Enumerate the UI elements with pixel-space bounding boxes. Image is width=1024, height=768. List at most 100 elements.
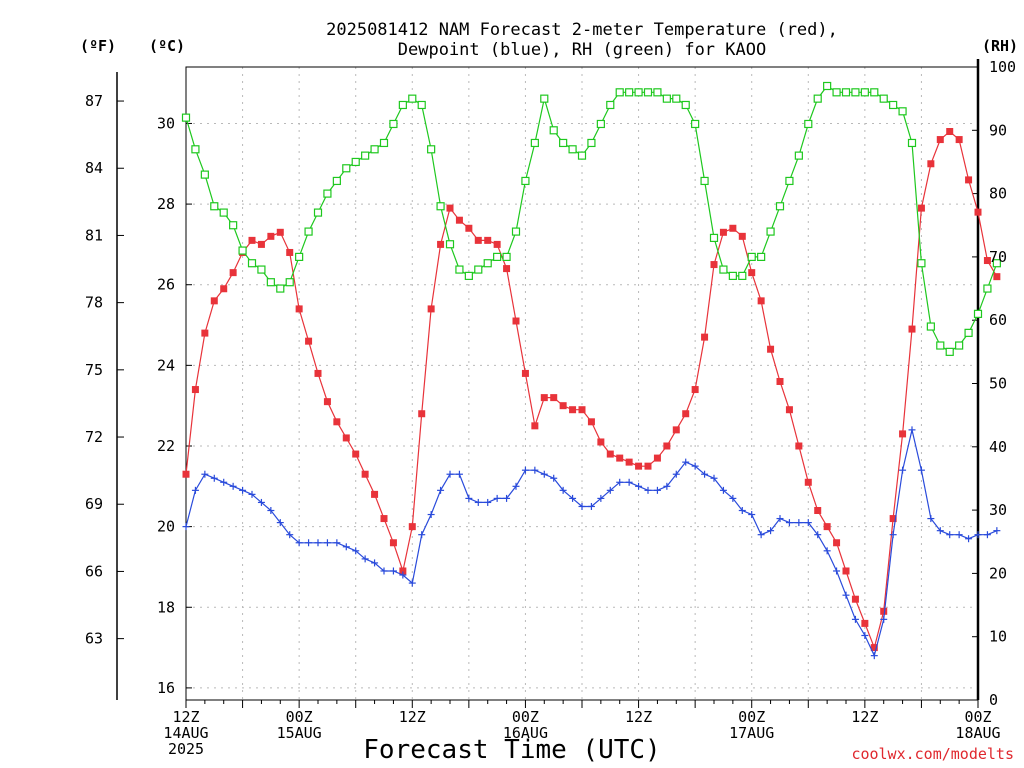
dewpoint-point <box>870 652 878 660</box>
dewpoint-point <box>738 507 746 515</box>
rh-point <box>587 138 596 148</box>
dewpoint-point <box>908 426 916 434</box>
celsius-tick-label: 18 <box>157 598 175 616</box>
rh-point <box>643 88 653 97</box>
dewpoint-point <box>229 482 237 490</box>
temperature-point <box>559 402 567 410</box>
credit-text: coolwx.com/modelts <box>851 745 1014 763</box>
dewpoint-point <box>965 535 973 543</box>
temperature-point <box>785 406 793 414</box>
rh-point <box>436 202 445 211</box>
dewpoint-point <box>974 531 982 539</box>
temperature-point <box>748 269 756 277</box>
dewpoint-point <box>437 486 445 494</box>
temperature-point <box>889 515 897 523</box>
rh-point <box>945 347 954 356</box>
rh-point <box>181 113 191 122</box>
dewpoint-point <box>795 519 803 527</box>
rh-point <box>794 151 803 160</box>
rh-point <box>634 88 643 97</box>
x-tick-label: 00Z <box>512 708 539 726</box>
rh-point <box>342 164 351 173</box>
rh-point <box>549 126 558 135</box>
rh-point <box>568 145 577 154</box>
dewpoint-point <box>767 527 775 535</box>
temperature-point <box>719 228 727 236</box>
temperature-point <box>437 240 445 248</box>
temperature-point <box>663 442 671 450</box>
dewpoint-point <box>399 571 407 579</box>
dewpoint-point <box>342 543 350 551</box>
dewpoint-point <box>587 502 595 510</box>
temperature-point <box>248 236 256 244</box>
temperature-point <box>493 240 501 248</box>
temperature-point <box>323 398 331 406</box>
rh-point <box>851 88 860 97</box>
dewpoint-point <box>955 531 963 539</box>
rh-point <box>625 88 634 97</box>
dewpoint-point <box>484 498 492 506</box>
rh-point <box>606 100 615 110</box>
rh-point <box>540 94 549 103</box>
dewpoint-series <box>182 426 1001 660</box>
dewpoint-point <box>842 591 850 599</box>
rh-point <box>398 100 407 110</box>
temperature-point <box>540 394 548 402</box>
temperature-point <box>531 422 539 430</box>
rh-point <box>370 145 379 154</box>
x-tick-label: 2025 <box>168 740 204 758</box>
temperature-point <box>701 333 709 341</box>
temperature-point <box>314 369 322 377</box>
dewpoint-point <box>691 462 699 470</box>
rh-point <box>757 252 766 261</box>
rh-point <box>238 246 247 255</box>
rh-unit-label: (RH) <box>982 37 1018 55</box>
dewpoint-point <box>550 474 558 482</box>
celsius-tick-label: 16 <box>157 679 175 697</box>
dewpoint-point <box>248 490 256 498</box>
temperature-point <box>578 406 586 414</box>
rh-point <box>200 170 209 179</box>
fahrenheit-tick-label: 75 <box>85 361 103 379</box>
rh-point <box>700 176 709 186</box>
rh-point <box>445 240 455 249</box>
dewpoint-point <box>512 482 520 490</box>
temperature-point <box>710 261 718 269</box>
rh-point <box>860 88 869 97</box>
temperature-point <box>587 418 595 426</box>
temperature-point <box>729 224 737 232</box>
dewpoint-point <box>946 531 954 539</box>
dewpoint-point <box>333 539 341 547</box>
rh-point <box>738 271 747 280</box>
dewpoint-point <box>597 494 605 502</box>
rh-point <box>983 284 992 293</box>
temperature-point <box>804 478 812 486</box>
rh-point <box>681 100 690 110</box>
rh-point <box>898 107 907 116</box>
temperature-point <box>229 269 237 277</box>
temperature-point <box>503 265 511 273</box>
temperature-point <box>267 232 275 240</box>
dewpoint-point <box>899 466 907 474</box>
dewpoint-point <box>323 539 331 547</box>
rh-point <box>389 119 398 129</box>
rh-tick-label: 60 <box>989 311 1007 329</box>
dewpoint-point <box>983 531 991 539</box>
temperature-point <box>257 240 265 248</box>
dewpoint-point <box>201 470 209 478</box>
rh-point <box>464 271 473 280</box>
temperature-point <box>606 450 614 458</box>
temperature-point <box>361 470 369 478</box>
x-tick-label: 12Z <box>172 708 199 726</box>
temperature-point <box>276 228 284 236</box>
rh-point <box>973 309 983 318</box>
temperature-point <box>795 442 803 450</box>
dewpoint-point <box>653 486 661 494</box>
axes <box>116 59 980 708</box>
dewpoint-point <box>210 474 218 482</box>
temperature-point <box>408 523 416 531</box>
dewpoint-point <box>314 539 322 547</box>
dewpoint-point <box>814 531 822 539</box>
dewpoint-point <box>408 579 416 587</box>
temperature-point <box>776 377 784 385</box>
